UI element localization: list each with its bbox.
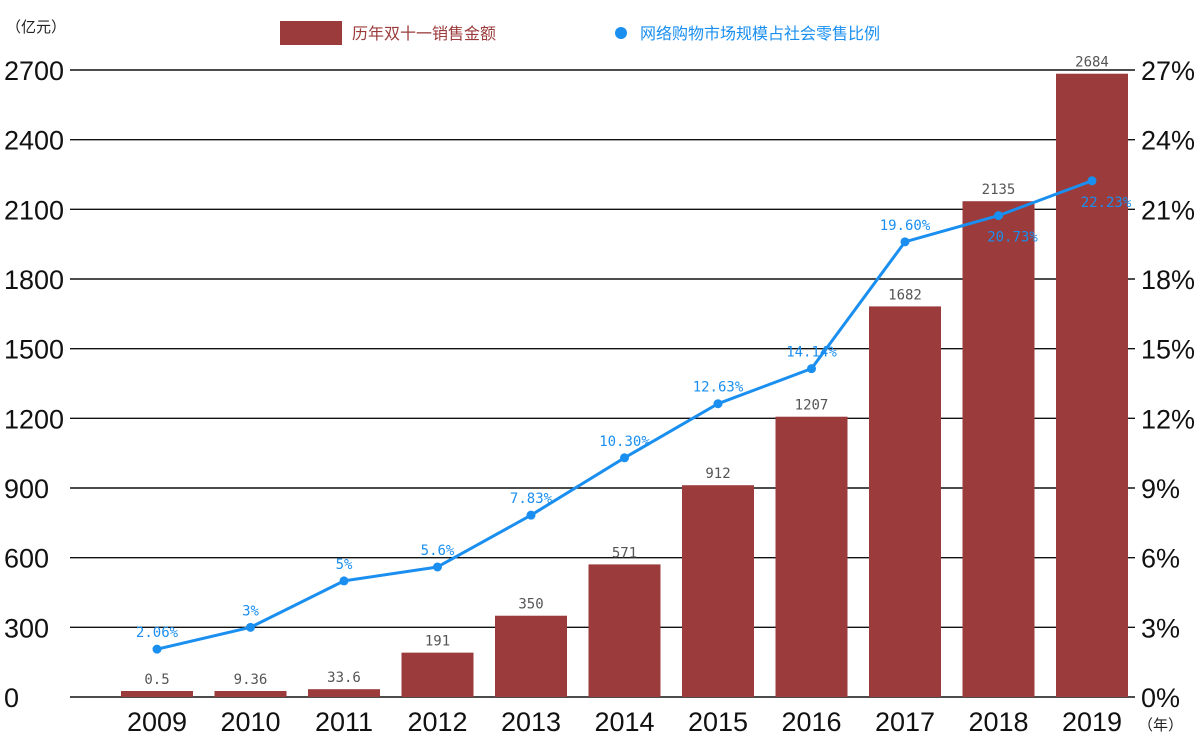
legend-line-marker [615,27,627,39]
left-tick-label: 2100 [4,195,64,225]
bar [869,306,941,697]
ratio-value-label: 5% [336,557,353,573]
right-tick-label: 9% [1141,474,1180,504]
legend-line-label: 网络购物市场规模占社会零售比例 [640,24,880,43]
bar [1056,73,1128,697]
ratio-point [1087,176,1097,186]
ratio-value-label: 7.83% [510,491,553,507]
x-tick-label: 2017 [875,707,935,737]
right-tick-label: 18% [1141,265,1195,295]
x-tick-label: 2018 [968,707,1028,737]
ratio-value-label: 19.60% [880,218,931,234]
x-axis-ticks: 2009 2010 2011 2012 2013 2014 2015 2016 2017 2018… [127,707,1122,737]
bar-value-label: 1682 [888,287,922,303]
ratio-value-label: 20.73% [987,230,1038,246]
x-tick-label: 2019 [1062,707,1122,737]
left-tick-label: 2400 [4,126,64,156]
bar-value-label: 912 [705,466,730,482]
left-axis-ticks: 0 300 600 900 1200 1500 1800 2100 2400 2700 [4,56,64,713]
right-tick-label: 15% [1141,335,1195,365]
bar-value-label: 191 [425,634,450,650]
x-tick-label: 2013 [501,707,561,737]
right-tick-label: 3% [1141,613,1180,643]
right-tick-label: 21% [1141,195,1195,225]
bar-value-label: 350 [518,597,543,613]
bar [121,691,193,697]
left-tick-label: 0 [4,683,19,713]
line-labels: 2.06% 3% 5% 5.6% 7.83% 10.30% 12.63% 14.14% 19.6… [136,195,1132,641]
legend-bar-label: 历年双十一销售金额 [352,24,496,43]
bar-value-label: 571 [612,545,637,561]
left-tick-label: 1800 [4,265,64,295]
x-tick-label: 2015 [688,707,748,737]
bar-labels: 0.5 9.36 33.6 191 350 571 912 1207 1682 2135 2684 [144,55,1109,688]
ratio-point [433,562,442,572]
ratio-point [713,399,723,409]
ratio-value-label: 10.30% [599,434,650,450]
bar [962,201,1035,697]
left-tick-label: 1200 [4,404,64,434]
left-tick-label: 2700 [4,56,64,86]
x-tick-label: 2011 [315,707,373,737]
bar-value-label: 0.5 [144,672,169,688]
bar [682,485,754,697]
right-tick-label: 27% [1141,56,1195,86]
bar-value-label: 33.6 [327,670,361,686]
ratio-value-label: 3% [242,603,259,619]
bar [775,416,848,697]
right-tick-label: 0% [1141,683,1180,713]
ratio-point [339,576,349,586]
bar-value-label: 9.36 [234,672,268,688]
x-tick-label: 2009 [127,707,187,737]
ratio-value-label: 5.6% [421,543,455,559]
x-tick-label: 2010 [220,707,280,737]
left-axis-unit: （亿元） [6,18,66,36]
x-tick-label: 2012 [407,707,467,737]
bar [308,689,380,697]
bar-value-label: 2684 [1075,55,1109,71]
ratio-value-label: 22.23% [1081,195,1132,211]
right-axis-ticks: 0% 3% 6% 9% 12% 15% 18% 21% 24% 27% [1141,56,1195,713]
right-tick-label: 24% [1141,126,1195,156]
ratio-point [152,644,162,654]
bar-value-label: 1207 [795,398,829,414]
left-tick-label: 1500 [4,335,64,365]
right-tick-label: 12% [1141,404,1195,434]
bar [495,615,567,697]
ratio-point [807,364,816,374]
bars [121,73,1128,697]
left-tick-label: 300 [4,613,49,643]
ratio-point [526,510,536,520]
x-axis-unit: （年） [1138,716,1183,734]
ratio-point [620,453,629,463]
legend-bar-swatch [280,21,342,45]
ratio-value-label: 12.63% [693,380,744,396]
legend: 历年双十一销售金额 网络购物市场规模占社会零售比例 [280,21,880,45]
x-tick-label: 2016 [781,707,841,737]
bar [401,652,474,697]
bar [214,691,287,697]
right-tick-label: 6% [1141,544,1180,574]
ratio-point [900,237,910,247]
ratio-value-label: 14.14% [786,345,837,361]
ratio-point [994,211,1003,221]
bar-value-label: 2135 [982,182,1016,198]
x-tick-label: 2014 [594,707,654,737]
left-tick-label: 600 [4,544,49,574]
left-tick-label: 900 [4,474,49,504]
bar [588,564,661,697]
ratio-line [152,176,1097,654]
ratio-value-label: 2.06% [136,625,179,641]
ratio-point [246,622,255,632]
